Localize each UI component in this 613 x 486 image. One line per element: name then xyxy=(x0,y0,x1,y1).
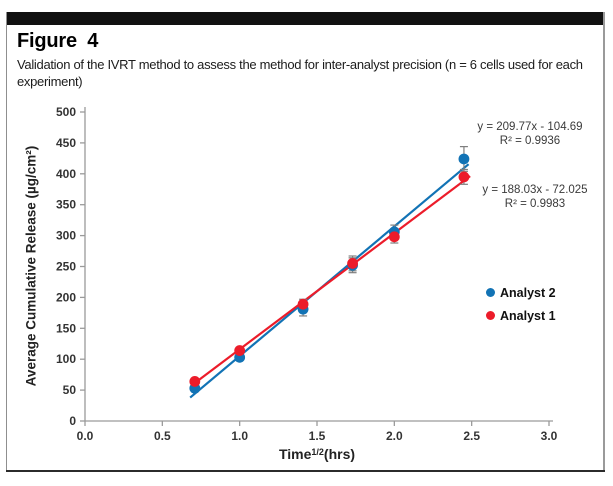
figure-caption: Validation of the IVRT method to assess … xyxy=(17,57,583,89)
svg-text:350: 350 xyxy=(56,198,76,212)
trendline-equation-analyst-1: y = 188.03x - 72.025 R² = 0.9983 xyxy=(455,183,613,211)
svg-text:0.5: 0.5 xyxy=(154,429,171,443)
figure-label: Figure 4 xyxy=(17,30,99,52)
legend-label: Analyst 1 xyxy=(500,308,556,323)
x-axis-label: Time1/2(hrs) xyxy=(278,446,356,462)
svg-text:100: 100 xyxy=(56,352,76,366)
legend-item-analyst-1: Analyst 1 xyxy=(486,307,556,324)
panel-border-right xyxy=(603,12,605,471)
legend-label: Analyst 2 xyxy=(500,285,556,300)
svg-text:0: 0 xyxy=(69,414,76,428)
svg-text:1.0: 1.0 xyxy=(231,429,248,443)
svg-text:450: 450 xyxy=(56,136,76,150)
svg-text:50: 50 xyxy=(63,383,77,397)
chart-legend: Analyst 2 Analyst 1 xyxy=(486,284,556,330)
svg-text:0.0: 0.0 xyxy=(77,429,94,443)
legend-item-analyst-2: Analyst 2 xyxy=(486,284,556,301)
panel-border-bottom xyxy=(6,470,605,472)
legend-marker-icon xyxy=(486,288,495,297)
svg-text:2.0: 2.0 xyxy=(386,429,403,443)
svg-text:400: 400 xyxy=(56,167,76,181)
svg-text:150: 150 xyxy=(56,321,76,335)
r-squared-text: R² = 0.9936 xyxy=(499,135,561,147)
panel-border-left xyxy=(6,12,7,471)
svg-text:1.5: 1.5 xyxy=(309,429,326,443)
legend-marker-icon xyxy=(486,311,495,320)
svg-text:250: 250 xyxy=(56,260,76,274)
trendline-equation-analyst-2: y = 209.77x - 104.69 R² = 0.9936 xyxy=(450,120,610,148)
svg-text:200: 200 xyxy=(56,290,76,304)
svg-text:300: 300 xyxy=(56,229,76,243)
svg-text:3.0: 3.0 xyxy=(541,429,558,443)
equation-text: y = 188.03x - 72.025 xyxy=(482,184,588,196)
equation-text: y = 209.77x - 104.69 xyxy=(477,121,583,133)
svg-text:2.5: 2.5 xyxy=(463,429,480,443)
r-squared-text: R² = 0.9983 xyxy=(504,198,566,210)
figure-header-bar xyxy=(7,12,605,25)
y-axis-label: Average Cumulative Release (µg/cm²) xyxy=(23,145,39,387)
svg-text:500: 500 xyxy=(56,105,76,119)
